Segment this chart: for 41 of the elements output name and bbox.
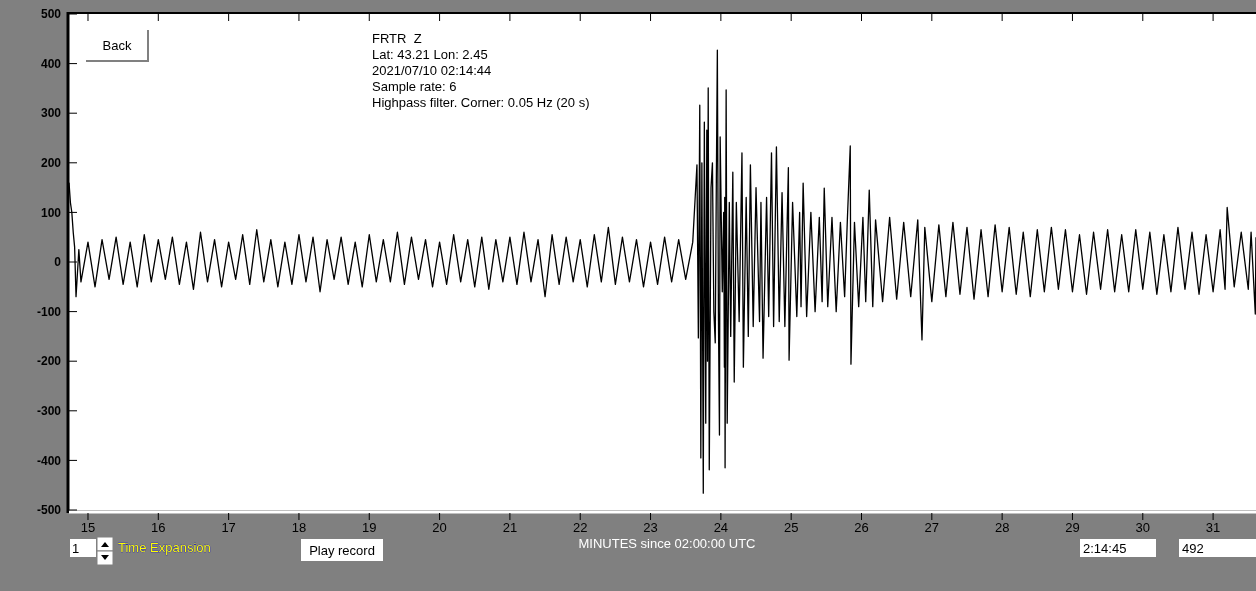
x-tick-label: 23	[643, 520, 658, 535]
y-tick-label: -200	[36, 354, 62, 369]
x-tick-label: 28	[994, 520, 1010, 535]
count-field: 492	[1179, 539, 1256, 557]
x-tick-label: 20	[432, 520, 447, 535]
x-tick-label: 18	[291, 520, 307, 535]
x-tick-label: 17	[221, 520, 236, 535]
x-tick-label: 31	[1205, 520, 1221, 535]
x-tick-label: 16	[151, 520, 166, 535]
x-tick-label: 19	[362, 520, 377, 535]
back-button: Back	[85, 29, 149, 62]
x-tick-label: 22	[572, 520, 588, 535]
x-tick-label: 15	[80, 520, 96, 535]
annotation: 2021/07/10 02:14:44	[372, 63, 492, 78]
play-record-button: Play record	[301, 539, 383, 561]
y-tick-label: -100	[36, 304, 62, 319]
y-tick-label: 200	[40, 156, 62, 170]
annotation: Back	[102, 38, 132, 53]
annotation: Highpass filter. Corner: 0.05 Hz (20 s)	[372, 95, 590, 110]
y-tick-label: 500	[40, 7, 62, 22]
x-tick-label: 25	[783, 520, 799, 535]
y-tick-label: -300	[36, 404, 62, 418]
x-axis-title: MINUTES since 02:00:00 UTC	[578, 536, 756, 551]
number-field: 1	[70, 539, 96, 557]
x-tick-label: 27	[924, 520, 940, 535]
y-tick-label: -500	[36, 503, 62, 518]
text: Time Expansion	[118, 540, 211, 555]
text: FRTR Z	[372, 31, 422, 46]
x-tick-label: 29	[1065, 520, 1080, 535]
x-tick-label: 24	[713, 520, 729, 535]
y-tick-label: 300	[40, 106, 62, 121]
annotation: Sample rate: 6	[372, 79, 457, 94]
y-tick-label: -400	[36, 453, 62, 468]
x-tick-label: 21	[502, 520, 518, 535]
x-tick-label: 30	[1135, 520, 1151, 535]
annotation: Lat: 43.21 Lon: 2.45	[372, 47, 488, 62]
time-field: 2:14:45	[1080, 539, 1156, 557]
y-tick-label: 400	[40, 56, 62, 71]
y-tick-label: 100	[40, 205, 62, 220]
x-tick-label: 26	[854, 520, 869, 535]
y-tick-label: 0	[54, 255, 62, 270]
